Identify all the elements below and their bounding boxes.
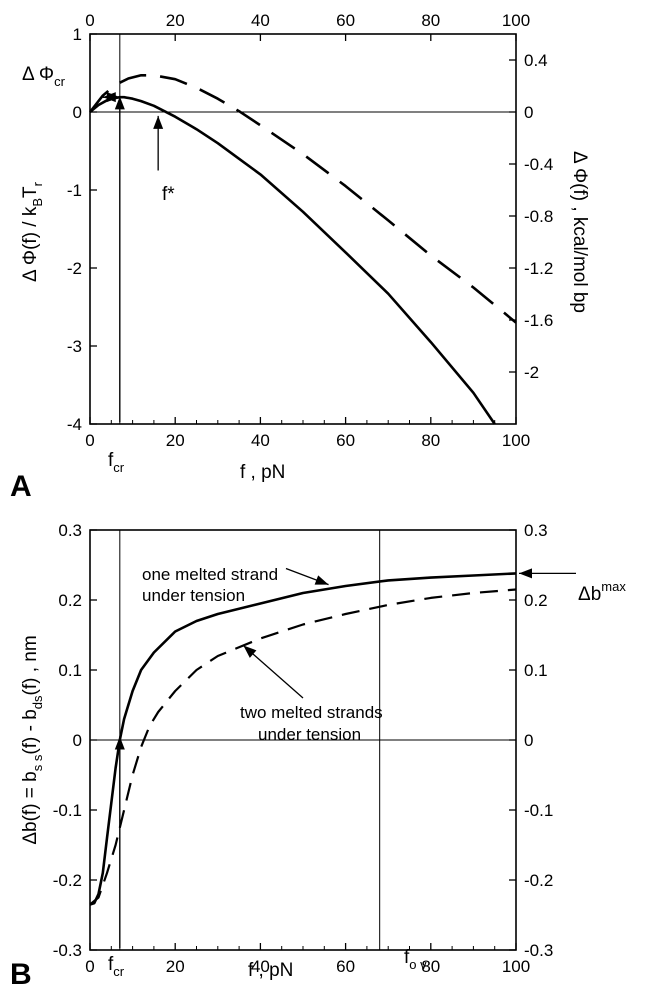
y-tick-label: 0 [73, 731, 82, 750]
panel-b-fcr-sub: cr [113, 964, 125, 979]
y2-tick-label: 0.2 [524, 591, 548, 610]
x-tick-label: 40 [251, 957, 270, 976]
y-tick-label: 1 [73, 25, 82, 44]
panel-b-two-melted-arrow [242, 645, 304, 699]
panel-b-dbmax-main: Δb [578, 584, 601, 605]
panel-b-fcr-main: f [108, 954, 114, 975]
y2-tick-label: -0.4 [524, 155, 553, 174]
panel-b-one-melted-label-1: one melted strand [142, 565, 278, 584]
panel-a-fstar-arrow [153, 115, 164, 171]
panel-b-y-label-p3: (f) , nm [20, 635, 41, 695]
panel-b-one-melted-arrow [285, 567, 329, 586]
x-tick-label: 0 [85, 957, 94, 976]
y-tick-label: -4 [67, 415, 82, 434]
x-top-tick-label: 0 [85, 11, 94, 30]
panel-a-y-label-mid: T [20, 186, 41, 198]
y-tick-label: 0 [73, 103, 82, 122]
x-top-tick-label: 60 [336, 11, 355, 30]
panel-b-series [89, 572, 517, 906]
y2-tick-label: -0.8 [524, 207, 553, 226]
x-tick-label: 60 [336, 957, 355, 976]
panel-b-fov-main: f [404, 947, 410, 968]
y2-tick-label: 0.1 [524, 661, 548, 680]
panel-a-y-label-pre: Δ Φ(f) / k [20, 206, 41, 282]
panel-b-one-melted-label-2: under tension [142, 586, 245, 605]
x-tick-label: 100 [502, 957, 530, 976]
panel-a-label: A [10, 470, 32, 503]
y-tick-label: -0.1 [53, 801, 82, 820]
panel-b-ticks: 0 20 40 60 80 100 0.3 0.2 0.1 0 -0.1 -0.2 -0.3 0.3 0.2… [53, 521, 554, 976]
x-tick-label: 60 [336, 431, 355, 450]
panel-a-x-label: f , pN [240, 462, 285, 483]
x-tick-label: 80 [421, 431, 440, 450]
y2-tick-label: -0.3 [524, 941, 553, 960]
panel-b: 0 20 40 60 80 100 0.3 0.2 0.1 0 -0.1 -0.2 -0.3 0.3 0.2… [10, 521, 626, 988]
y2-tick-label: 0 [524, 103, 533, 122]
y-tick-label: 0.1 [58, 661, 82, 680]
y2-tick-label: -0.2 [524, 871, 553, 890]
panel-a-dphi-cr-arrow-back [102, 92, 120, 103]
y-tick-label: -0.3 [53, 941, 82, 960]
panel-b-dbmax-arrow [519, 568, 576, 579]
y2-tick-label: 0 [524, 731, 533, 750]
y-tick-label: -3 [67, 337, 82, 356]
panel-a-dphi-cr-main: Δ Φ [22, 64, 54, 85]
panel-b-x-label: f , pN [248, 960, 293, 981]
y2-tick-label: 0.4 [524, 51, 548, 70]
y2-tick-label: -0.1 [524, 801, 553, 820]
panel-b-y-label-p2: (f) - b [20, 709, 41, 754]
panel-a-fcr-main: f [108, 450, 114, 471]
panel-a-dphi-cr-sub: cr [54, 74, 66, 89]
panel-b-label: B [10, 958, 32, 988]
x-top-tick-label: 80 [421, 11, 440, 30]
panel-a-y-label-sub2: r [30, 181, 45, 186]
panel-b-y-label-s2: ds [30, 695, 45, 709]
panel-a-fcr-label: fcr [108, 450, 125, 475]
y-tick-label: 0.3 [58, 521, 82, 540]
y-tick-label: -2 [67, 259, 82, 278]
series-solid [89, 572, 517, 906]
panel-b-fcr-label: fcr [108, 954, 125, 979]
x-tick-label: 80 [421, 957, 440, 976]
x-tick-label: 20 [166, 957, 185, 976]
panel-a-fcr-arrow [114, 96, 125, 422]
x-top-tick-label: 40 [251, 11, 270, 30]
panel-b-dbmax-sup: max [601, 579, 626, 594]
y-tick-label: 0.2 [58, 591, 82, 610]
panel-a-y2-label: Δ Φ(f) , kcal/mol bp [569, 151, 590, 313]
y2-tick-label: -2 [524, 363, 539, 382]
panel-a-fcr-sub: cr [113, 460, 125, 475]
x-tick-label: 100 [502, 431, 530, 450]
panel-b-two-melted-label-1: two melted strands [240, 703, 383, 722]
series-dashed [89, 588, 517, 906]
panel-a-fstar-label: f* [162, 184, 175, 205]
panel-b-dbmax-label: Δbmax [578, 579, 626, 605]
panel-b-fov-label: fo v [404, 947, 427, 972]
panel-b-fov-sub: o v [409, 957, 427, 972]
x-top-tick-label: 100 [502, 11, 530, 30]
panel-b-y-label-s1: s s [30, 754, 45, 771]
y-tick-label: -1 [67, 181, 82, 200]
annotation-arrows [102, 92, 576, 948]
panel-b-fcr-arrow [114, 736, 125, 948]
x-top-tick-label: 20 [166, 11, 185, 30]
y-tick-label: -0.2 [53, 871, 82, 890]
y2-tick-label: -1.2 [524, 259, 553, 278]
y2-tick-label: 0.3 [524, 521, 548, 540]
series-dashed [88, 74, 517, 324]
panel-b-y-label: Δb(f) = bs s(f) - bds(f) , nm [20, 635, 45, 844]
panel-b-y-label-p1: Δb(f) = b [20, 771, 41, 844]
panel-a-y-label-sub1: B [30, 198, 45, 207]
panel-a-dphi-cr-label: Δ Φcr [22, 64, 66, 89]
x-tick-label: 20 [166, 431, 185, 450]
x-tick-label: 40 [251, 431, 270, 450]
x-tick-label: 0 [85, 431, 94, 450]
y2-tick-label: -1.6 [524, 311, 553, 330]
panel-a-y-label: Δ Φ(f) / kBTr [20, 181, 45, 282]
panel-b-two-melted-label-2: under tension [258, 725, 361, 744]
